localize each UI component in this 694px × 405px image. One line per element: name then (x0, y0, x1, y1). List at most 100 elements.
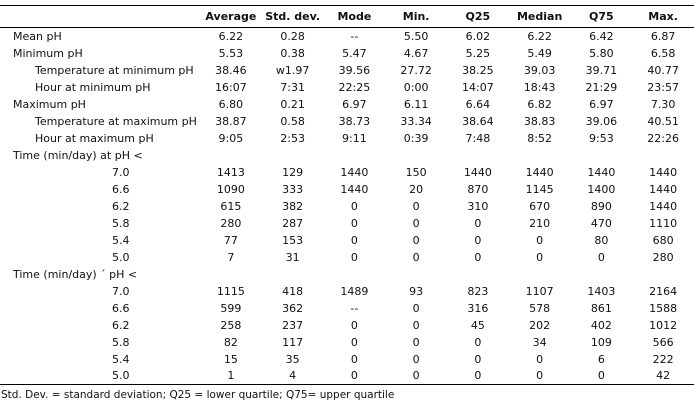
cell-value: 362 (282, 301, 304, 315)
row-label: Maximum pH (13, 97, 86, 111)
table-row: Time (min/day) ´ pH < (0, 266, 694, 283)
cell-value: 1440 (340, 182, 369, 196)
table-row: Maximum pH 6.80 0.21 6.97 6.11 6.64 6.82 6.97 7.… (0, 96, 694, 113)
cell-value: 22:25 (338, 80, 371, 94)
cell-value: 1403 (587, 284, 616, 298)
column-header: Std. dev. (261, 5, 324, 28)
cell-value (632, 266, 694, 283)
cell-value: 566 (652, 335, 674, 349)
header-row: Average Std. dev. Mode Min. Q25 Median Q75 Max. (0, 5, 694, 28)
cell-value: 1440 (587, 165, 616, 179)
table-row: 6.2 258 237 0 0 45 202 402 1012 (0, 317, 694, 334)
cell-value: 9:05 (218, 131, 244, 145)
cell-value: 0 (412, 335, 420, 349)
cell-value: 1588 (649, 301, 678, 315)
cell-value: 258 (220, 318, 242, 332)
table-footnote: Std. Dev. = standard deviation; Q25 = lo… (1, 389, 395, 401)
cell-value: 4 (289, 369, 297, 383)
cell-value (571, 147, 633, 164)
cell-value: 0 (412, 216, 420, 230)
cell-value (262, 147, 324, 164)
row-label: 5.0 (112, 369, 130, 383)
cell-value: 21:29 (585, 80, 618, 94)
cell-value: 35 (285, 352, 300, 366)
cell-value: 599 (220, 301, 242, 315)
cell-value: 1145 (525, 182, 554, 196)
cell-value: 40.77 (647, 63, 679, 77)
cell-value: 7 (227, 250, 235, 264)
column-header: Average (200, 5, 262, 28)
cell-value: 6.97 (342, 97, 367, 111)
cell-value (324, 266, 386, 283)
cell-value: 1110 (649, 216, 678, 230)
cell-value: 0 (474, 216, 482, 230)
cell-value: 153 (282, 233, 304, 247)
cell-value: 0 (350, 335, 358, 349)
cell-value (509, 147, 571, 164)
row-label: Hour at maximum pH (35, 131, 154, 145)
cell-value: 202 (529, 318, 551, 332)
cell-value: 0 (412, 369, 420, 383)
cell-value: 5.80 (589, 46, 614, 60)
cell-value: 23:57 (647, 80, 679, 94)
cell-value: 6.02 (465, 29, 491, 43)
row-label: Hour at minimum pH (35, 80, 151, 94)
cell-value: 93 (409, 284, 424, 298)
cell-value: 82 (223, 335, 238, 349)
row-label: 6.6 (112, 301, 130, 315)
cell-value: 670 (529, 199, 551, 213)
cell-value: 39.06 (585, 114, 618, 128)
cell-value: 38.64 (462, 114, 494, 128)
row-label: 5.4 (112, 233, 130, 247)
cell-value: 280 (220, 216, 242, 230)
row-label: 5.8 (112, 335, 130, 349)
cell-value: 5.49 (527, 46, 552, 60)
cell-value (632, 147, 694, 164)
cell-value: 0 (597, 369, 605, 383)
row-label: Temperature at minimum pH (35, 63, 194, 77)
cell-value: 6.22 (527, 29, 552, 43)
cell-value: 0 (350, 250, 358, 264)
cell-value: -- (350, 301, 359, 315)
row-label: 5.8 (112, 216, 130, 230)
cell-value: 16:07 (215, 80, 247, 94)
cell-value: 0 (350, 199, 358, 213)
table-row: 5.0 1 4 0 0 0 0 0 42 (0, 368, 694, 385)
cell-value: 6 (597, 352, 605, 366)
cell-value: 0 (474, 352, 482, 366)
cell-value: 7:48 (465, 131, 491, 145)
cell-value: 22:26 (647, 131, 679, 145)
cell-value: 1440 (649, 165, 678, 179)
cell-value: 45 (470, 318, 485, 332)
cell-value: 0.21 (280, 97, 305, 111)
cell-value: 1440 (649, 182, 678, 196)
cell-value: 38.83 (523, 114, 556, 128)
cell-value: 6.22 (218, 29, 244, 43)
cell-value: 0 (474, 369, 482, 383)
row-label: 5.4 (112, 352, 130, 366)
cell-value (509, 266, 571, 283)
cell-value: -- (350, 29, 359, 43)
cell-value: 0 (536, 250, 544, 264)
cell-value: 382 (282, 199, 304, 213)
cell-value: 6.82 (527, 97, 552, 111)
cell-value: 6.11 (403, 97, 429, 111)
table-row: 6.6 599 362 -- 0 316 578 861 1588 (0, 300, 694, 317)
cell-value: 0 (412, 250, 420, 264)
cell-value: 15 (223, 352, 238, 366)
cell-value: 5.25 (465, 46, 491, 60)
table-row: Minimum pH 5.53 0.38 5.47 4.67 5.25 5.49 5.80 6.… (0, 45, 694, 62)
table-header: Average Std. dev. Mode Min. Q25 Median Q75 Max. (0, 5, 694, 28)
cell-value: 34 (532, 335, 547, 349)
cell-value: 0 (412, 352, 420, 366)
cell-value: 210 (529, 216, 551, 230)
cell-value: 39.71 (585, 63, 618, 77)
cell-value: 0 (536, 369, 544, 383)
cell-value: 20 (409, 182, 424, 196)
cell-value: 1440 (525, 165, 554, 179)
cell-value: 5.47 (342, 46, 367, 60)
cell-value: 0 (350, 216, 358, 230)
cell-value: 280 (652, 250, 674, 264)
cell-value: 310 (467, 199, 489, 213)
row-label: Time (min/day) ´ pH < (13, 267, 138, 281)
